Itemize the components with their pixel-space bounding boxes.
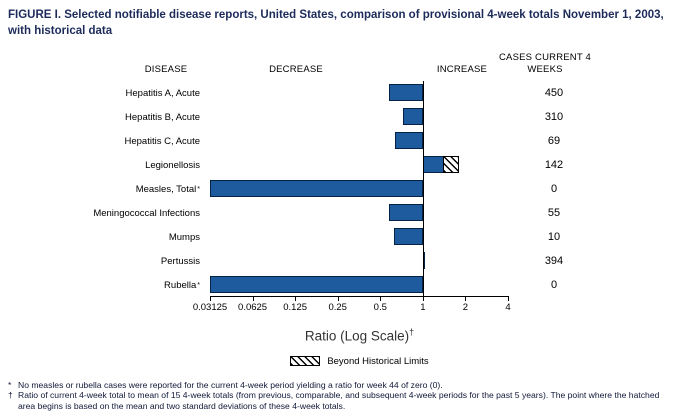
tick-mark [380, 297, 382, 302]
bar-cell [210, 105, 508, 129]
cases-value: 0 [550, 183, 558, 196]
header-increase: INCREASE [436, 64, 488, 76]
legend-label: Beyond Historical Limits [327, 355, 429, 367]
tick-mark [252, 297, 254, 302]
footnote-marker: * [197, 185, 200, 193]
bar-cell [210, 81, 508, 105]
beyond-limits-hatched-bar [442, 156, 459, 174]
tick-mark [337, 297, 339, 302]
cases-value: 69 [547, 135, 561, 148]
plot-area: Hepatitis A, Acute 450 Hepatitis B, Acute 3… [0, 81, 685, 298]
bar-cell [210, 153, 508, 177]
disease-label: Hepatitis A, Acute [125, 87, 200, 99]
x-axis-ticks: 0.03125 0.0625 0.125 0.25 0.5 1 2 4 [193, 297, 511, 315]
tick-mark [295, 297, 297, 302]
tick-label: 0.03125 [192, 302, 228, 314]
ratio-bar [389, 84, 423, 102]
tick-mark [465, 297, 467, 302]
cases-value: 55 [547, 207, 561, 220]
figure-title: FIGURE I. Selected notifiable disease re… [8, 9, 664, 38]
bar-rows: Hepatitis A, Acute 450 Hepatitis B, Acute 3… [0, 81, 685, 297]
hatched-swatch-icon [290, 356, 321, 367]
footnote-measles-rubella: * No measles or rubella cases were repor… [8, 380, 677, 391]
ratio-bar [210, 276, 423, 294]
disease-label: Mumps [168, 231, 200, 243]
footnote-text: No measles or rubella cases were reporte… [18, 379, 443, 390]
bar-cell [210, 225, 508, 249]
cases-value: 450 [544, 87, 564, 100]
tick-label: 0.5 [373, 302, 387, 314]
footnotes: * No measles or rubella cases were repor… [8, 380, 677, 412]
dagger-footnote-marker: † [409, 327, 415, 338]
tick-mark [210, 297, 211, 302]
disease-label: Hepatitis C, Acute [124, 135, 200, 147]
bar-cell [210, 201, 508, 225]
header-cases: CASES CURRENT 4 WEEKS [498, 52, 592, 76]
x-axis-line [210, 296, 509, 298]
bar-cell [210, 273, 508, 297]
cases-value: 310 [544, 111, 564, 124]
chart-row: Hepatitis A, Acute 450 [0, 81, 685, 105]
tick-label: 0.25 [328, 302, 347, 314]
header-disease: DISEASE [144, 64, 188, 76]
chart-row: Measles, Total * 0 [0, 177, 685, 201]
tick-mark [422, 297, 424, 302]
chart-row: Legionellosis 142 [0, 153, 685, 177]
ratio-bar [395, 132, 423, 150]
tick-label: 0.0625 [238, 302, 268, 314]
tick-mark [508, 297, 509, 302]
disease-label: Hepatitis B, Acute [125, 111, 200, 123]
chart-row: Hepatitis B, Acute 310 [0, 105, 685, 129]
x-axis-title-text: Ratio (Log Scale) [304, 328, 410, 344]
dagger-footnote-marker: † [8, 390, 13, 401]
disease-label: Meningococcal Infections [93, 207, 200, 219]
footnote-ratio-definition: † Ratio of current 4-week total to mean … [8, 390, 677, 411]
tick-label: 4 [505, 302, 511, 314]
cases-value: 142 [544, 159, 564, 172]
tick-label: 2 [462, 302, 469, 314]
cases-value: 0 [550, 279, 558, 292]
column-headers: DISEASE DECREASE INCREASE CASES CURRENT … [0, 43, 685, 77]
cases-value: 10 [547, 231, 561, 244]
disease-label: Legionellosis [145, 159, 200, 171]
chart-row: Pertussis 394 [0, 249, 685, 273]
ratio-bar [210, 180, 423, 198]
header-decrease: DECREASE [269, 64, 323, 76]
bar-cell [210, 249, 508, 273]
disease-label: Measles, Total * [135, 183, 200, 195]
bar-cell [210, 129, 508, 153]
chart-row: Meningococcal Infections 55 [0, 201, 685, 225]
cases-value: 394 [544, 255, 564, 268]
disease-label: Pertussis [160, 255, 200, 267]
chart-row: Mumps 10 [0, 225, 685, 249]
footnote-marker: * [197, 281, 200, 289]
ratio-bar [394, 228, 423, 246]
ratio-bar [389, 204, 423, 222]
ratio-1-axis-line [422, 81, 424, 298]
bar-cell [210, 177, 508, 201]
tick-label: 0.125 [283, 302, 308, 314]
legend: Beyond Historical Limits [210, 356, 509, 367]
footnote-text: Ratio of current 4-week total to mean of… [18, 390, 660, 412]
ratio-bar [402, 108, 423, 126]
disease-label: Rubella * [164, 279, 200, 291]
chart-row: Hepatitis C, Acute 69 [0, 129, 685, 153]
asterisk-footnote-marker: * [8, 379, 12, 390]
chart-row: Rubella * 0 [0, 273, 685, 297]
ratio-bar [422, 156, 444, 174]
tick-label: 1 [420, 302, 426, 314]
x-axis-title: Ratio (Log Scale)† [210, 327, 509, 344]
